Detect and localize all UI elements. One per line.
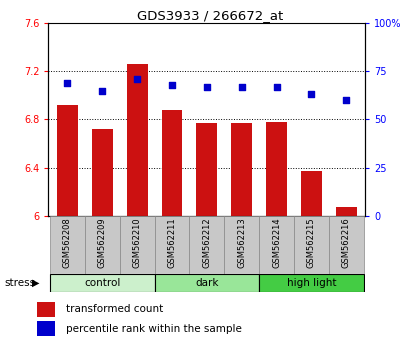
Point (203, 84, 210, 90)
Bar (85, 216, 120, 274)
Bar (57, 105, 78, 216)
Text: dark: dark (195, 278, 218, 288)
Bar (259, 216, 294, 274)
Bar (120, 216, 155, 274)
Bar (197, 123, 217, 216)
Bar (50, 216, 85, 274)
Point (134, 76, 141, 82)
Bar (50, 274, 155, 292)
Bar (37, 302, 55, 317)
Text: GSM562213: GSM562213 (237, 218, 246, 268)
Text: GSM562210: GSM562210 (133, 218, 142, 268)
Bar (155, 274, 259, 292)
Bar (294, 216, 329, 274)
Point (64, 80, 71, 86)
Text: percentile rank within the sample: percentile rank within the sample (66, 324, 241, 334)
Bar (92, 129, 113, 216)
Bar (231, 123, 252, 216)
Point (273, 84, 280, 90)
Bar (259, 274, 364, 292)
Text: GSM562216: GSM562216 (342, 218, 351, 268)
Bar (336, 207, 357, 216)
Text: GSM562212: GSM562212 (202, 218, 211, 268)
Text: GSM562208: GSM562208 (63, 218, 72, 268)
Text: GDS3933 / 266672_at: GDS3933 / 266672_at (137, 9, 283, 22)
Text: GSM562214: GSM562214 (272, 218, 281, 268)
Text: stress: stress (4, 278, 35, 288)
Bar (162, 110, 182, 216)
Text: GSM562211: GSM562211 (168, 218, 176, 268)
Text: GSM562215: GSM562215 (307, 218, 316, 268)
Text: ▶: ▶ (32, 278, 39, 288)
Text: transformed count: transformed count (66, 304, 163, 314)
Point (99, 88, 106, 93)
Bar (266, 122, 287, 216)
Text: control: control (84, 278, 121, 288)
Point (308, 92, 315, 97)
Bar (37, 321, 55, 336)
Bar (329, 216, 364, 274)
Point (169, 82, 176, 87)
Bar (224, 216, 259, 274)
Bar (189, 216, 224, 274)
Point (238, 84, 245, 90)
Point (343, 97, 349, 103)
Bar (127, 64, 147, 216)
Bar (155, 216, 189, 274)
Text: high light: high light (286, 278, 336, 288)
Text: GSM562209: GSM562209 (98, 218, 107, 268)
Bar (301, 171, 322, 216)
